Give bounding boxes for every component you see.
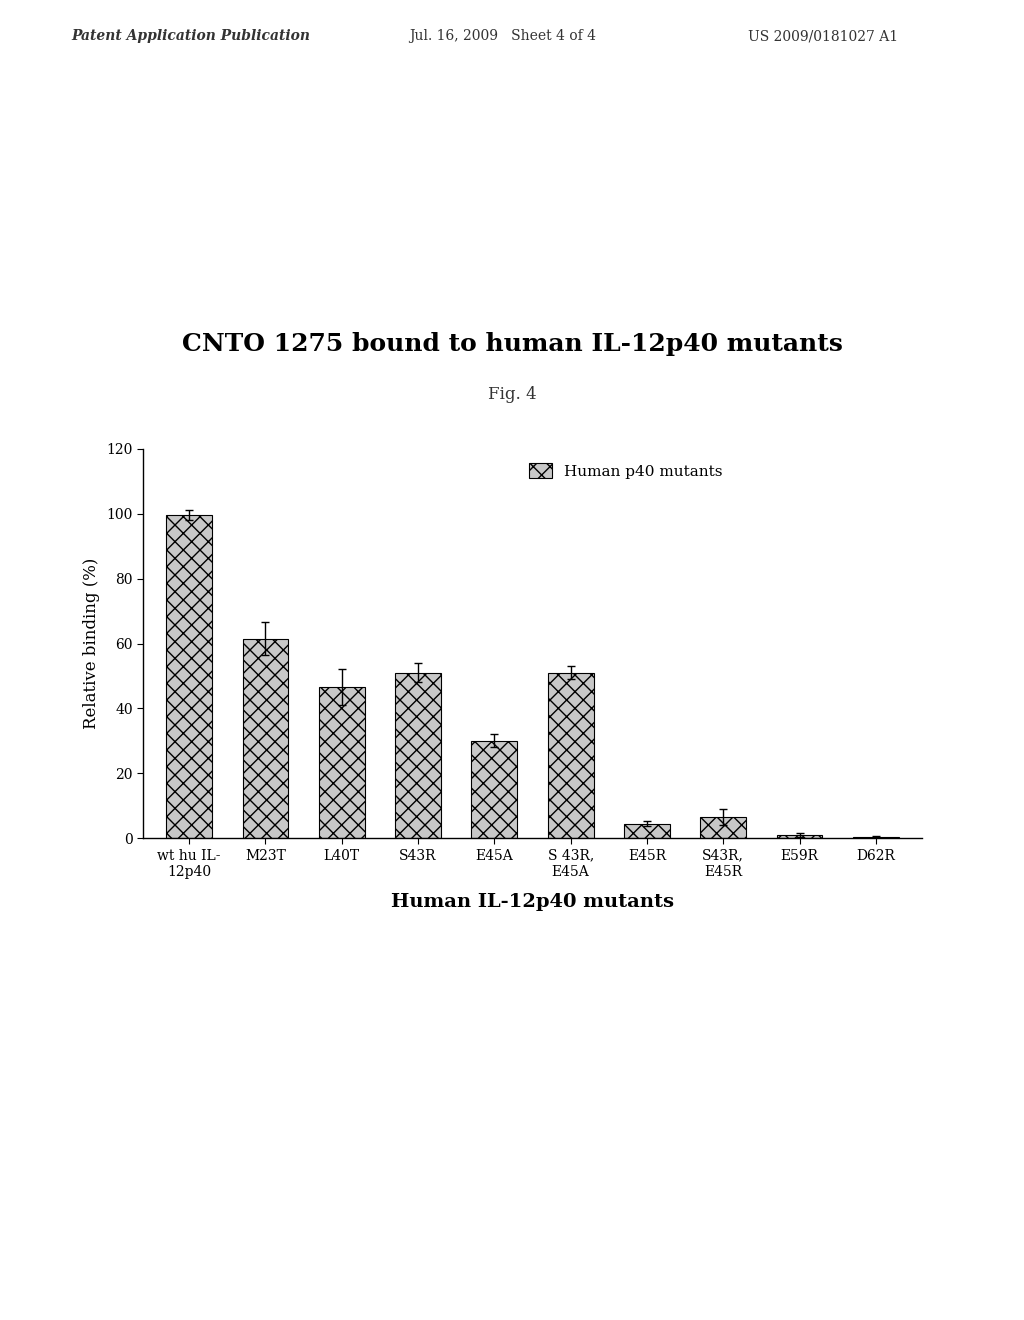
Bar: [243, 639, 289, 838]
Legend: Human p40 mutants: Human p40 mutants: [523, 457, 729, 484]
Text: CNTO 1275 bound to human IL-12p40 mutants: CNTO 1275 bound to human IL-12p40 mutant…: [181, 333, 843, 356]
Bar: [776, 836, 822, 838]
X-axis label: Human IL-12p40 mutants: Human IL-12p40 mutants: [391, 892, 674, 911]
Bar: [395, 673, 441, 838]
Bar: [624, 824, 670, 838]
Bar: [700, 817, 746, 838]
Bar: [548, 673, 594, 838]
Bar: [166, 515, 212, 838]
Bar: [853, 837, 899, 838]
Y-axis label: Relative binding (%): Relative binding (%): [83, 558, 99, 729]
Text: US 2009/0181027 A1: US 2009/0181027 A1: [748, 29, 898, 44]
Bar: [318, 688, 365, 838]
Bar: [471, 741, 517, 838]
Text: Jul. 16, 2009   Sheet 4 of 4: Jul. 16, 2009 Sheet 4 of 4: [410, 29, 597, 44]
Text: Fig. 4: Fig. 4: [487, 385, 537, 403]
Text: Patent Application Publication: Patent Application Publication: [72, 29, 310, 44]
